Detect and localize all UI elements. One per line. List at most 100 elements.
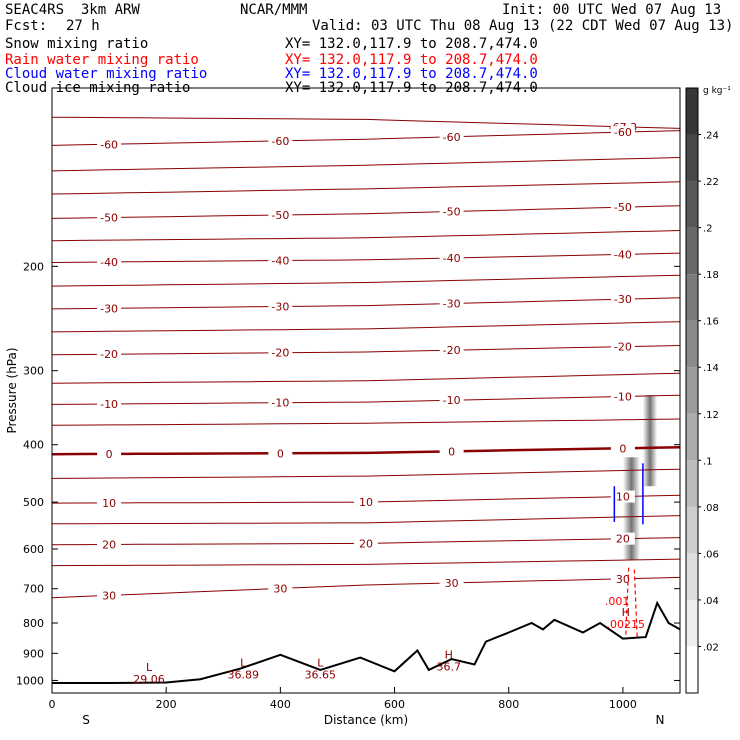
- y-tick-label: 500: [23, 496, 44, 509]
- isotherm-label: -20: [271, 347, 289, 360]
- colorbar-band: [686, 506, 698, 554]
- isotherm-line: [51, 418, 681, 426]
- isotherm-label: -20: [614, 341, 632, 354]
- isotherm-line: [51, 372, 681, 384]
- colorbar-band: [686, 274, 698, 321]
- isotherm-line: [51, 321, 681, 333]
- colorbar-band: [686, 367, 698, 414]
- colorbar-band: [686, 227, 698, 275]
- fcst-value: 27 h: [66, 18, 100, 34]
- isotherm-label: -40: [100, 256, 118, 269]
- isotherm-line: [51, 345, 681, 356]
- isotherm-label: -30: [100, 302, 118, 315]
- x-tick-label: 600: [384, 698, 405, 711]
- isotherm-line: [51, 157, 681, 172]
- isotherm-label: -50: [271, 209, 289, 222]
- isotherm-label: 20: [102, 538, 116, 551]
- isotherm-label-bg: [439, 252, 464, 265]
- y-tick-label: 1000: [16, 674, 44, 687]
- isotherm-label-bg: [610, 442, 635, 455]
- extremum-marker: H: [445, 649, 453, 662]
- y-tick-label: 700: [23, 583, 44, 596]
- isotherm-label: -50: [614, 201, 632, 214]
- fcst-label: Fcst:: [5, 18, 48, 34]
- y-tick-label: 800: [23, 617, 44, 630]
- ice-shading: [642, 395, 658, 487]
- extremum-marker: L: [146, 661, 153, 674]
- isotherm-line: [51, 515, 681, 525]
- extremum-marker: H: [622, 606, 630, 619]
- isotherm-label-bg: [97, 589, 122, 602]
- isotherm-label-bg: [268, 208, 293, 221]
- isotherm-line: [51, 558, 681, 567]
- isotherm-line: [51, 130, 681, 146]
- isotherm-label-bg: [439, 297, 464, 310]
- isotherm-label: -30: [614, 293, 632, 306]
- isotherm-label: 10: [359, 496, 373, 509]
- isotherm-line: [51, 230, 681, 242]
- isotherm-label-bg: [268, 582, 293, 595]
- isotherm-label-bg: [439, 576, 464, 589]
- extremum-value: .001: [605, 595, 630, 608]
- isotherm-label-bg: [610, 390, 635, 403]
- isotherm-line: [51, 576, 681, 599]
- colorbar-tick-label: .06: [703, 549, 719, 560]
- colorbar-tick-label: .12: [703, 410, 719, 421]
- field-rain-name: Rain water mixing ratio: [5, 52, 199, 68]
- rain-water-contour: [625, 567, 638, 638]
- colorbar-band: [686, 134, 698, 182]
- isotherm-label: -60: [100, 138, 118, 151]
- isotherm-label: 0: [106, 448, 113, 461]
- isotherm-label: -40: [614, 248, 632, 261]
- isotherm-line: [51, 274, 681, 287]
- extremum-marker: L: [240, 657, 247, 670]
- isotherm-label: -40: [443, 252, 461, 265]
- isotherm-label-bg: [610, 572, 635, 585]
- colorbar-band: [686, 88, 698, 135]
- isotherm-line: [51, 468, 681, 479]
- isotherm-line: [51, 116, 681, 129]
- isotherm-label-bg: [439, 344, 464, 357]
- isotherm-label-bg: [268, 134, 293, 147]
- isotherm-label: 20: [359, 537, 373, 550]
- extremum-marker: L: [317, 657, 324, 670]
- isotherm-label-bg: [97, 255, 122, 268]
- isotherm-label-bg: [610, 532, 635, 545]
- x-end-label-north: N: [656, 713, 665, 727]
- x-tick-label: 1000: [609, 698, 637, 711]
- isotherm-label: 30: [273, 582, 287, 595]
- isotherm-label: 10: [102, 497, 116, 510]
- y-tick-label: 300: [23, 365, 44, 378]
- colorbar-band: [686, 320, 698, 368]
- x-tick-label: 0: [49, 698, 56, 711]
- isotherm-label-bg: [97, 302, 122, 315]
- isotherm-label: -60: [271, 135, 289, 148]
- isotherm-label: -20: [443, 344, 461, 357]
- isotherm-label: -10: [614, 390, 632, 403]
- extremum-value: 36.65: [305, 669, 337, 682]
- y-tick-label: 400: [23, 439, 44, 452]
- valid-time: Valid: 03 UTC Thu 08 Aug 13 (22 CDT Wed …: [312, 18, 734, 34]
- isotherm-label: -10: [100, 398, 118, 411]
- isotherm-label: -50: [100, 212, 118, 225]
- colorbar-tick-label: .1: [703, 456, 713, 467]
- isotherm-line: [51, 445, 681, 456]
- isotherm-label-bg: [354, 496, 378, 509]
- x-tick-label: 200: [156, 698, 177, 711]
- model-title: SEAC4RS 3km ARW: [5, 2, 140, 18]
- colorbar-tick-label: .24: [703, 131, 719, 142]
- isotherm-line: [51, 297, 681, 310]
- colorbar-tick-label: .14: [703, 363, 719, 374]
- isotherm-label-bg: [97, 138, 122, 151]
- isotherm-label-bg: [610, 340, 635, 353]
- isotherm-label: 10: [616, 491, 630, 504]
- x-end-label-south: S: [82, 713, 90, 727]
- y-tick-label: 600: [23, 543, 44, 556]
- colorbar-tick-label: .2: [703, 224, 713, 235]
- isotherm-label-bg: [268, 447, 293, 460]
- plot-frame: [51, 87, 681, 694]
- isotherm-label: -10: [443, 394, 461, 407]
- colorbar-band: [686, 460, 698, 507]
- isotherm-label: -40: [271, 255, 289, 268]
- colorbar-tick-label: .18: [703, 270, 719, 281]
